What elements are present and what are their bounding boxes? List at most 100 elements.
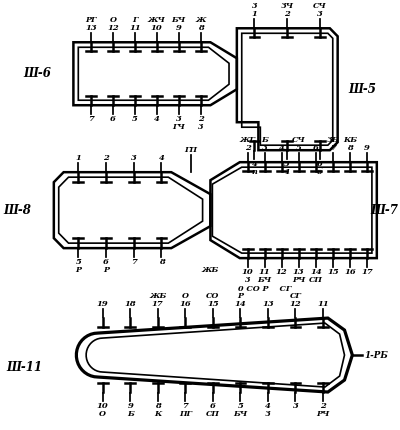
Text: ЖБ: ЖБ xyxy=(149,292,166,300)
Text: 8: 8 xyxy=(347,144,353,152)
Text: 4: 4 xyxy=(252,160,258,168)
Text: ЗБ: ЗБ xyxy=(326,136,339,144)
Text: СП: СП xyxy=(206,410,220,418)
Text: 3: 3 xyxy=(292,402,298,410)
Text: РЧ: РЧ xyxy=(292,276,306,284)
Text: 3: 3 xyxy=(252,2,257,10)
Text: РЧ: РЧ xyxy=(316,410,330,418)
Text: 3: 3 xyxy=(245,276,250,284)
Text: 10: 10 xyxy=(151,24,163,32)
Text: Р: Р xyxy=(237,292,243,300)
Text: 11: 11 xyxy=(317,300,329,308)
Text: 8: 8 xyxy=(158,258,164,266)
Text: 8: 8 xyxy=(198,24,204,32)
Text: ПГ: ПГ xyxy=(179,410,192,418)
Text: 4: 4 xyxy=(265,402,271,410)
Text: 12: 12 xyxy=(290,300,301,308)
Text: 9: 9 xyxy=(127,402,133,410)
Text: 15: 15 xyxy=(207,300,219,308)
Text: ЖГ: ЖГ xyxy=(240,136,256,144)
Text: Ш-6: Ш-6 xyxy=(23,67,51,80)
Text: 1: 1 xyxy=(284,168,290,176)
Text: ЖБ: ЖБ xyxy=(202,266,219,274)
Text: Б: Б xyxy=(127,410,134,418)
Text: 5: 5 xyxy=(284,160,290,168)
Text: Ш-8: Ш-8 xyxy=(4,204,32,217)
Text: 8: 8 xyxy=(155,402,161,410)
Text: Ш-7: Ш-7 xyxy=(371,204,398,217)
Text: СО: СО xyxy=(206,292,220,300)
Text: О: О xyxy=(110,16,116,24)
Text: 13: 13 xyxy=(85,24,97,32)
Text: 1: 1 xyxy=(75,154,81,162)
Text: 13: 13 xyxy=(293,268,305,276)
Text: 3: 3 xyxy=(317,10,323,18)
Text: СЧ: СЧ xyxy=(313,2,327,10)
Text: 2: 2 xyxy=(284,10,290,18)
Text: 4: 4 xyxy=(158,154,164,162)
Text: Б: Б xyxy=(261,136,268,144)
Text: 5: 5 xyxy=(296,144,302,152)
Text: Ш-5: Ш-5 xyxy=(348,83,376,96)
Text: 4: 4 xyxy=(279,144,285,152)
Text: 2: 2 xyxy=(245,144,250,152)
Text: 2: 2 xyxy=(103,154,109,162)
Text: б: б xyxy=(317,168,323,176)
Text: 12: 12 xyxy=(276,268,288,276)
Text: 16: 16 xyxy=(180,300,191,308)
Text: 16: 16 xyxy=(344,268,356,276)
Text: ГЧ: ГЧ xyxy=(172,123,185,131)
Text: Г: Г xyxy=(132,16,138,24)
Text: К: К xyxy=(154,410,162,418)
Text: СЧ: СЧ xyxy=(292,136,306,144)
Text: Ш-11: Ш-11 xyxy=(6,360,42,374)
Text: ЗЧ: ЗЧ xyxy=(281,2,294,10)
Text: 6: 6 xyxy=(317,160,323,168)
Text: 6: 6 xyxy=(103,258,109,266)
Text: РГ: РГ xyxy=(85,16,97,24)
Text: КБ: КБ xyxy=(343,136,357,144)
Text: 0 СО Р    СГ: 0 СО Р СГ xyxy=(238,285,291,293)
Text: 12: 12 xyxy=(107,24,119,32)
Text: БЧ: БЧ xyxy=(172,16,186,24)
Text: 19: 19 xyxy=(97,300,109,308)
Text: 3: 3 xyxy=(198,123,204,131)
Text: 2: 2 xyxy=(198,115,204,123)
Text: 5: 5 xyxy=(75,258,81,266)
Text: 5: 5 xyxy=(238,402,243,410)
Text: 15: 15 xyxy=(327,268,339,276)
Text: 7: 7 xyxy=(330,144,336,152)
Text: О: О xyxy=(99,410,106,418)
Text: 17: 17 xyxy=(152,300,164,308)
Text: 7: 7 xyxy=(182,402,188,410)
Text: 3: 3 xyxy=(131,154,137,162)
Text: 6: 6 xyxy=(210,402,216,410)
Text: 3: 3 xyxy=(262,144,268,152)
Text: 2: 2 xyxy=(320,402,326,410)
Text: 10: 10 xyxy=(97,402,109,410)
Text: ЖЧ: ЖЧ xyxy=(148,16,166,24)
Text: 6: 6 xyxy=(110,115,116,123)
Text: 1-РБ: 1-РБ xyxy=(364,350,388,359)
Text: 6: 6 xyxy=(313,144,319,152)
Text: 14: 14 xyxy=(234,300,246,308)
Text: 9: 9 xyxy=(364,144,370,152)
Text: 13: 13 xyxy=(262,300,274,308)
Text: СП: СП xyxy=(309,276,323,284)
Text: 11: 11 xyxy=(129,24,141,32)
Text: 17: 17 xyxy=(361,268,373,276)
Text: Ж: Ж xyxy=(195,16,206,24)
Text: 10: 10 xyxy=(242,268,254,276)
Text: Р: Р xyxy=(75,266,81,274)
Text: БЧ: БЧ xyxy=(258,276,272,284)
Text: п: п xyxy=(252,168,258,176)
Text: СГ: СГ xyxy=(290,292,301,300)
Text: 11: 11 xyxy=(259,268,270,276)
Text: 1: 1 xyxy=(252,10,258,18)
Text: 7: 7 xyxy=(131,258,137,266)
Text: З: З xyxy=(265,410,271,418)
Text: ГП: ГП xyxy=(184,146,197,154)
Text: 14: 14 xyxy=(310,268,322,276)
Text: 5: 5 xyxy=(132,115,138,123)
Text: Р: Р xyxy=(103,266,109,274)
